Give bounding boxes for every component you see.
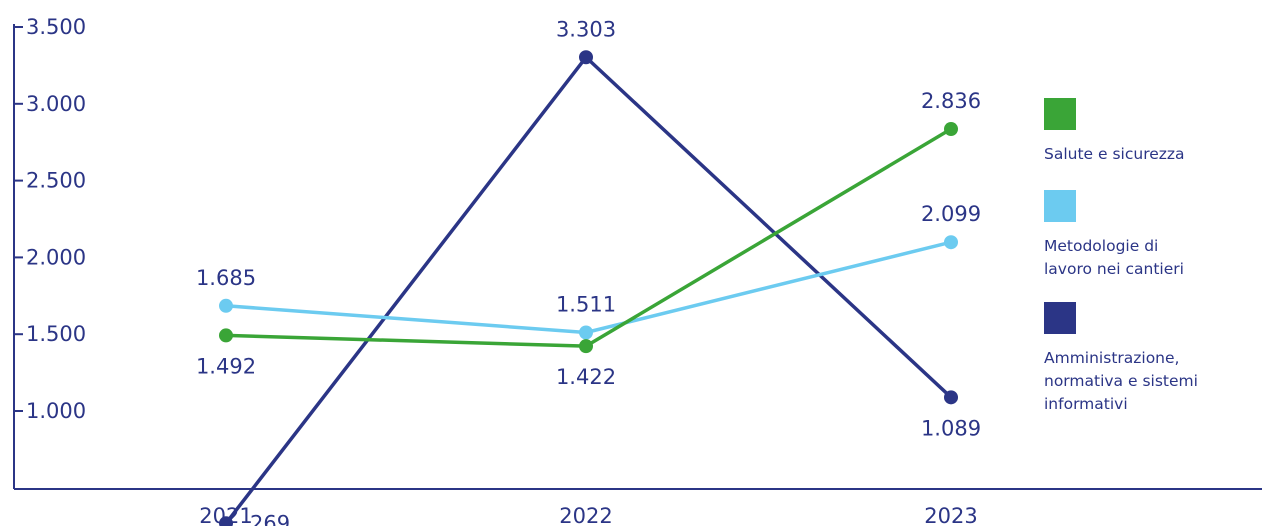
legend-label-metodologie: Metodologie di lavoro nei cantieri — [1044, 237, 1184, 278]
legend-swatch-metodologie — [1044, 190, 1076, 222]
data-point — [219, 516, 233, 526]
legend-label-salute: Salute e sicurezza — [1044, 145, 1185, 163]
data-label: 1.089 — [921, 416, 981, 440]
series-line — [225, 240, 952, 335]
y-tick-label: 2.000 — [26, 245, 86, 269]
y-tick-label: 3.000 — [26, 92, 86, 116]
y-tick-label: 2.500 — [26, 169, 86, 193]
series-layer — [219, 50, 958, 526]
data-label: 1.511 — [556, 293, 616, 317]
legend-label-amministrazione: Amministrazione, normativa e sistemi inf… — [1044, 349, 1198, 413]
legend-item-salute: Salute e sicurezza — [1044, 98, 1254, 190]
data-point — [944, 121, 958, 136]
data-label: 1.492 — [196, 354, 256, 378]
data-point — [944, 235, 958, 250]
legend-item-metodologie: Metodologie di lavoro nei cantieri — [1044, 190, 1254, 302]
data-point — [579, 325, 593, 340]
series-line — [224, 55, 953, 525]
y-tick-label: 1.500 — [26, 322, 86, 346]
axes: 1.000 1.500 2.000 2.500 3.000 3.500 2021 2022 20… — [13, 15, 1262, 526]
legend-item-amministrazione: Amministrazione, normativa e sistemi inf… — [1044, 302, 1254, 416]
data-label: 2.099 — [921, 202, 981, 226]
legend: Salute e sicurezza Metodologie di lavoro… — [1044, 98, 1254, 416]
data-point — [219, 328, 233, 343]
data-label: 2.836 — [921, 89, 981, 113]
legend-swatch-amministrazione — [1044, 302, 1076, 334]
data-point — [944, 390, 958, 405]
data-point — [219, 298, 233, 313]
data-label: 1.422 — [556, 365, 616, 389]
data-labels: 269 3.303 1.089 1.685 1.511 2.099 1.492 1.422 2.… — [196, 17, 981, 526]
data-label: 3.303 — [556, 17, 616, 41]
data-label: 269 — [250, 511, 290, 526]
x-tick-label: 2021 — [199, 504, 252, 526]
data-point — [579, 339, 593, 354]
legend-swatch-salute — [1044, 98, 1076, 130]
y-tick-label: 1.000 — [26, 399, 86, 423]
data-label: 1.685 — [196, 266, 256, 290]
x-tick-label: 2023 — [924, 504, 977, 526]
x-tick-label: 2022 — [559, 504, 612, 526]
y-tick-label: 3.500 — [26, 15, 86, 39]
data-point — [579, 50, 593, 65]
